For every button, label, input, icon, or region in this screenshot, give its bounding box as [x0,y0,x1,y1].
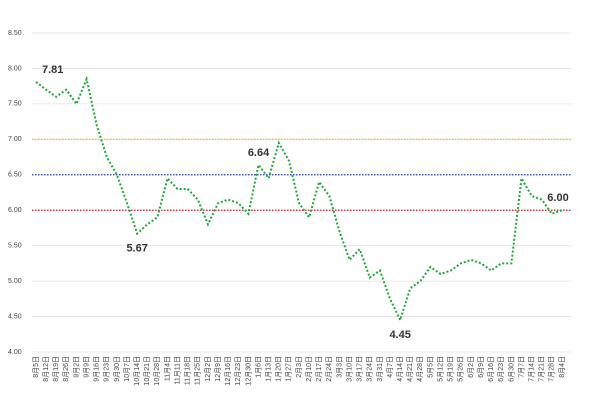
x-tick-label: 7月14日 [527,356,535,382]
x-tick-label: 11月18日 [184,356,192,385]
y-tick-label: 6.50 [8,172,22,179]
y-tick-label: 8.00 [8,65,22,72]
x-tick-label: 4月28日 [416,356,424,382]
y-tick-label: 5.00 [8,278,22,285]
y-tick-label: 4.50 [8,313,22,320]
x-tick-label: 5月19日 [447,356,455,382]
x-tick-label: 2月24日 [325,356,333,382]
x-tick-label: 3月24日 [366,356,374,382]
x-tick-label: 1月13日 [264,356,272,382]
x-tick-label: 3月10日 [345,356,353,382]
x-tick-label: 8月5日 [32,356,40,378]
x-tick-label: 10月21日 [143,356,151,386]
y-tick-label: 7.00 [8,136,22,143]
x-tick-label: 3月17日 [356,356,364,382]
x-tick-label: 9月30日 [113,356,121,382]
x-tick-label: 6月16日 [487,356,495,382]
x-tick-label: 7月28日 [548,356,556,382]
x-tick-label: 11月11日 [173,356,181,385]
x-tick-label: 12月2日 [204,356,212,382]
y-tick-label: 5.50 [8,243,22,250]
x-tick-label: 9月2日 [72,356,80,378]
value-label: 6.64 [248,147,270,159]
x-tick-label: 6月2日 [467,356,475,378]
x-tick-label: 12月16日 [224,356,232,386]
x-tick-label: 10月14日 [133,356,141,386]
x-tick-label: 12月30日 [244,356,252,386]
x-tick-label: 2月17日 [315,356,323,382]
x-tick-label: 2月3日 [295,356,303,378]
x-tick-label: 1月6日 [254,356,262,378]
x-tick-label: 5月26日 [457,356,465,382]
x-tick-label: 7月21日 [538,356,546,382]
y-tick-label: 4.00 [8,349,22,356]
y-tick-label: 6.00 [8,207,22,214]
x-tick-label: 6月23日 [497,356,505,382]
x-tick-label: 5月5日 [426,356,434,378]
x-tick-label: 2月10日 [305,356,313,382]
x-tick-label: 5月12日 [436,356,444,382]
x-tick-label: 4月14日 [396,356,404,382]
x-tick-label: 9月23日 [103,356,111,382]
x-tick-label: 8月19日 [52,356,60,382]
x-tick-label: 7月7日 [517,356,525,378]
x-tick-label: 9月16日 [93,356,101,382]
y-tick-label: 8.50 [8,30,22,37]
x-tick-label: 12月23日 [234,356,242,386]
x-tick-label: 3月31日 [376,356,384,382]
y-tick-label: 7.50 [8,101,22,108]
x-tick-label: 3月3日 [335,356,343,378]
x-tick-label: 8月12日 [42,356,50,382]
x-tick-label: 6月9日 [477,356,485,378]
x-tick-label: 12月9日 [214,356,222,382]
price-line [35,75,563,323]
x-tick-label: 4月7日 [386,356,394,378]
x-tick-label: 1月20日 [275,356,283,382]
x-tick-label: 6月30日 [507,356,515,382]
x-tick-label: 8月26日 [62,356,70,382]
x-tick-label: 1月27日 [285,356,293,382]
x-tick-label: 9月9日 [82,356,90,378]
x-tick-label: 4月21日 [406,356,414,382]
value-label: 6.00 [547,192,568,204]
value-label: 7.81 [42,64,63,76]
x-tick-label: 10月7日 [123,356,131,382]
x-tick-label: 8月4日 [558,356,566,378]
value-label: 5.67 [126,243,147,255]
x-tick-label: 11月25日 [194,356,202,385]
x-tick-label: 10月28日 [153,356,161,386]
value-label: 4.45 [389,329,410,341]
x-tick-label: 11月4日 [163,356,171,381]
